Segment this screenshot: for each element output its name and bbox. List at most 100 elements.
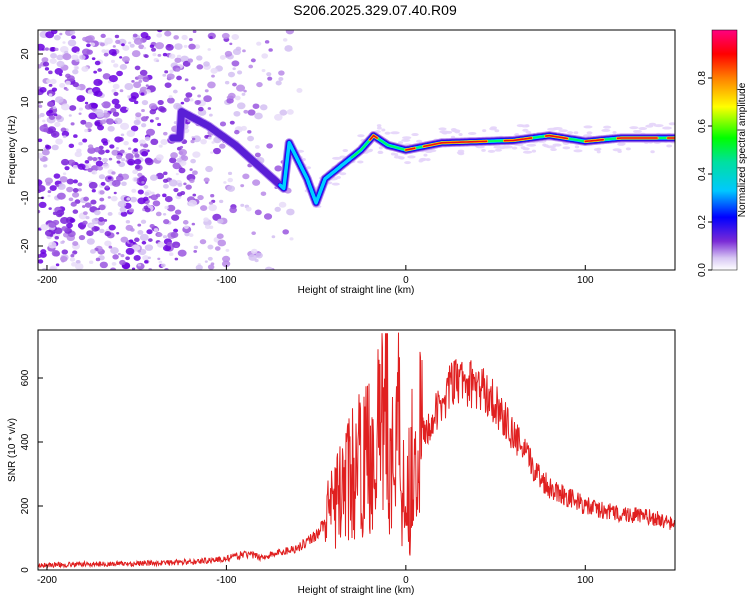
spectrogram-speckle <box>140 92 145 96</box>
spectrogram-speckle <box>39 87 47 93</box>
spectrogram-halo <box>522 128 529 132</box>
spectrogram-speckle <box>80 119 87 125</box>
spectrogram-speckle <box>71 35 76 40</box>
spectrogram-halo <box>494 148 502 152</box>
colorbar-tick-label: 0.6 <box>697 119 708 133</box>
spectrogram-halo <box>401 138 411 142</box>
spectrogram-speckle <box>157 53 162 57</box>
spectrogram-speckle <box>189 168 193 171</box>
spectrogram-speckle <box>84 159 90 164</box>
spectrogram-speckle <box>71 54 79 61</box>
spectrogram-speckle <box>116 154 123 160</box>
spectrogram-speckle <box>62 53 72 61</box>
spectrogram-speckle <box>75 263 84 270</box>
spectrogram-speckle <box>38 152 44 159</box>
spectrogram-speckle <box>126 197 131 201</box>
spectrogram-speckle <box>39 112 45 118</box>
spectrogram-halo <box>586 131 593 135</box>
spectrogram-speckle <box>105 185 110 189</box>
snr-y-tick-label: 0 <box>20 567 31 573</box>
spectrogram-speckle <box>264 40 270 44</box>
spectrogram-speckle <box>142 76 150 83</box>
spectrogram-speckle <box>125 107 130 111</box>
spectrogram-speckle <box>146 229 153 235</box>
spectrogram-speckle <box>53 113 58 117</box>
spectrogram-speckle <box>222 255 231 263</box>
spectrogram-speckle <box>82 36 88 42</box>
spectrogram-speckle <box>47 194 51 198</box>
spectrogram-speckle <box>271 235 276 239</box>
spectrogram-speckle <box>138 79 143 83</box>
spectrogram-speckle <box>115 175 124 182</box>
spectrogram-speckle <box>177 249 187 257</box>
spectrogram-speckle <box>94 121 101 126</box>
spectrogram-speckle <box>166 204 176 212</box>
spectrogram-speckle <box>56 192 66 200</box>
spectrogram-speckle <box>84 104 92 110</box>
spectrogram-speckle <box>73 65 80 70</box>
spectrogram-speckle <box>83 196 90 202</box>
spectrogram-speckle <box>102 163 110 169</box>
spectrogram-speckle <box>203 177 210 183</box>
spectrogram-halo <box>520 146 526 150</box>
spectrogram-speckle <box>40 223 49 231</box>
snr-x-label: Height of straight line (km) <box>298 585 415 596</box>
spectrogram-halo <box>332 156 342 160</box>
spectrogram-speckle <box>120 211 128 217</box>
spectrogram-speckle <box>119 64 128 70</box>
spectrogram-speckle <box>116 232 120 235</box>
spectrogram-y-tick-label: 20 <box>20 48 31 60</box>
spectrogram-speckle <box>162 244 172 252</box>
spectrogram-halo <box>384 131 391 135</box>
spectrogram-speckle <box>84 202 92 208</box>
spectrogram-halo <box>416 139 423 143</box>
spectrogram-halo <box>339 172 347 176</box>
spectrogram-speckle <box>162 193 167 198</box>
spectrogram-halo <box>407 155 416 159</box>
spectrogram-speckle <box>130 125 139 132</box>
spectrogram-halo <box>583 125 593 129</box>
spectrogram-speckle <box>251 231 256 236</box>
spectrogram-speckle <box>51 87 58 92</box>
spectrogram-halo <box>562 146 571 150</box>
spectrogram-speckle <box>185 92 193 98</box>
spectrogram-speckle <box>189 178 195 183</box>
spectrogram-speckle <box>196 64 204 70</box>
spectrogram-speckle <box>79 225 85 230</box>
spectrogram-speckle <box>38 104 43 108</box>
spectrogram-speckle <box>67 39 77 47</box>
spectrogram-speckle <box>252 103 260 109</box>
spectrogram-speckle <box>116 160 121 164</box>
spectrogram-speckle <box>232 67 236 71</box>
spectrogram-speckle <box>173 187 179 193</box>
spectrogram-speckle <box>119 89 124 93</box>
spectrogram-speckle <box>114 34 120 39</box>
spectrogram-halo <box>402 136 412 140</box>
spectrogram-speckle <box>194 44 201 50</box>
spectrogram-speckle <box>49 265 58 270</box>
spectrogram-speckle <box>250 248 258 255</box>
spectrogram-speckle <box>133 81 142 89</box>
spectrogram-speckle <box>131 79 135 83</box>
spectrogram-speckle <box>121 56 130 63</box>
spectrogram-speckle <box>266 143 273 149</box>
spectrogram-speckle <box>192 151 201 158</box>
spectrogram-halo <box>650 150 655 154</box>
spectrogram-speckle <box>52 106 57 110</box>
spectrogram-speckle <box>207 136 212 140</box>
spectrogram-speckle <box>164 70 169 74</box>
spectrogram-speckle <box>248 254 257 261</box>
spectrogram-speckle <box>141 123 147 128</box>
spectrogram-speckle <box>172 89 178 94</box>
spectrogram-speckle <box>173 35 179 40</box>
spectrogram-speckle <box>87 147 96 154</box>
spectrogram-speckle <box>227 171 233 176</box>
spectrogram-speckle <box>84 101 89 105</box>
spectrogram-speckle <box>254 112 263 120</box>
spectrogram-halo <box>617 142 626 146</box>
spectrogram-speckle <box>65 80 71 86</box>
colorbar-ticks: 0.0 0.2 0.4 0.6 0.8 <box>697 71 712 277</box>
spectrogram-speckle <box>192 193 197 197</box>
